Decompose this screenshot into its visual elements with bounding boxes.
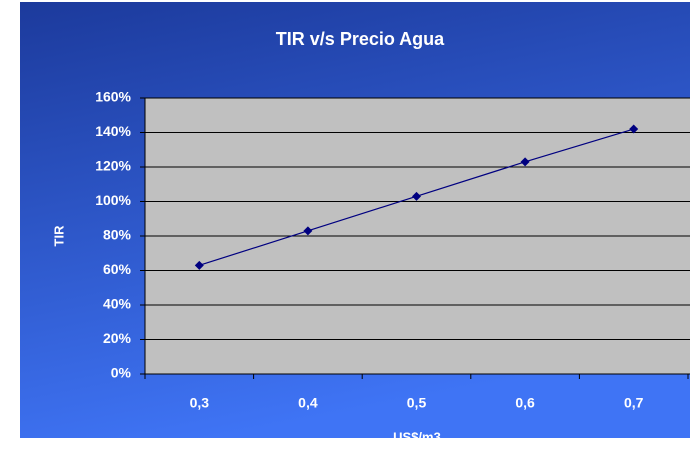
y-tick-label: 120% — [95, 158, 131, 174]
x-tick-label: 0,5 — [407, 395, 427, 411]
x-axis-title: US$/m3 — [393, 429, 441, 444]
data-point — [520, 157, 530, 167]
x-tick-label: 0,7 — [624, 395, 644, 411]
y-tick-label: 160% — [95, 89, 131, 105]
y-tick-label: 100% — [95, 192, 131, 208]
y-tick-label: 40% — [103, 296, 132, 312]
y-tick-label: 20% — [103, 330, 132, 346]
x-tick-label: 0,4 — [298, 395, 318, 411]
y-tick-label: 0% — [111, 365, 132, 381]
y-tick-label: 140% — [95, 123, 131, 139]
data-point — [194, 260, 204, 270]
chart-title: TIR v/s Precio Agua — [276, 29, 445, 49]
data-point — [412, 191, 421, 201]
y-axis-title: TIR — [51, 225, 66, 247]
data-point — [629, 124, 639, 134]
x-tick-label: 0,3 — [190, 395, 210, 411]
x-tick-label: 0,6 — [515, 395, 535, 411]
y-tick-label: 80% — [103, 227, 132, 243]
y-tick-label: 60% — [103, 261, 132, 277]
data-point — [303, 226, 313, 236]
